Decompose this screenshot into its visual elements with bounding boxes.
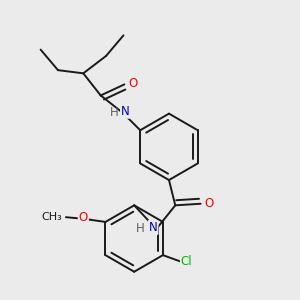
Text: N: N [149,221,158,234]
Text: N: N [121,105,130,118]
Text: H: H [136,222,145,235]
Text: O: O [129,77,138,90]
Text: H: H [110,106,118,119]
Text: CH₃: CH₃ [41,212,62,222]
Text: Cl: Cl [181,255,193,268]
Text: O: O [205,196,214,210]
Text: O: O [79,211,88,224]
